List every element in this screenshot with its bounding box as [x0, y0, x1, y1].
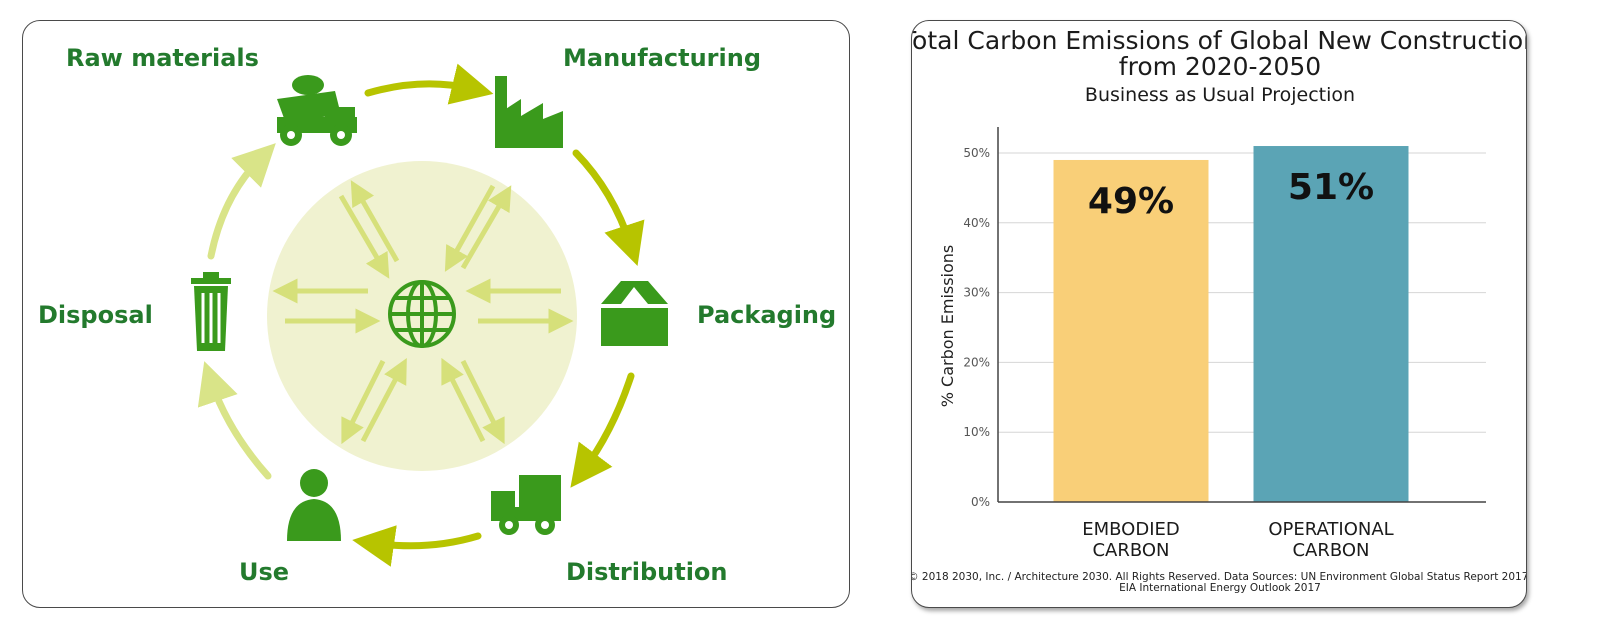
stage-label-disposal: Disposal	[38, 301, 153, 329]
y-tick-label: 10%	[963, 425, 990, 439]
carbon-emissions-chart: Total Carbon Emissions of Global New Con…	[911, 20, 1527, 608]
chart-canvas: Total Carbon Emissions of Global New Con…	[912, 26, 1527, 594]
trash-can-icon	[191, 272, 231, 351]
person-icon	[287, 469, 341, 541]
lifecycle-canvas: Raw materials Manufacturing Packaging Di…	[38, 44, 836, 586]
footnote-line1: © 2018 2030, Inc. / Architecture 2030. A…	[912, 571, 1527, 583]
delivery-truck-icon	[491, 475, 561, 535]
chart-title-line2: from 2020-2050	[1119, 52, 1321, 81]
arrow-use-to-disposal	[197, 361, 272, 480]
stage-label-packaging: Packaging	[697, 301, 836, 329]
factory-icon	[495, 76, 563, 148]
arrow-packaging-to-distribution	[570, 372, 635, 488]
footnote-line2: EIA International Energy Outlook 2017	[1119, 582, 1321, 594]
data-label-1: 51%	[1288, 167, 1374, 208]
data-labels: 49% 51%	[1088, 167, 1374, 222]
y-tick-label: 0%	[971, 495, 990, 509]
box-icon	[601, 281, 668, 346]
arrow-raw-to-manufacturing	[364, 63, 494, 105]
arrow-manufacturing-to-packaging	[572, 149, 645, 266]
arrow-disposal-to-raw	[207, 143, 276, 260]
arrow-distribution-to-use	[352, 525, 482, 567]
bars	[1053, 146, 1409, 503]
y-axis-label: % Carbon Emissions	[938, 245, 957, 408]
category-label-1-0: OPERATIONAL	[1268, 519, 1393, 540]
chart-subtitle: Business as Usual Projection	[1085, 84, 1355, 106]
bar-0	[1053, 159, 1209, 503]
dump-truck-icon	[277, 75, 357, 146]
data-label-0: 49%	[1088, 181, 1174, 222]
y-tick-label: 30%	[963, 286, 990, 300]
stage-label-use: Use	[239, 558, 289, 586]
lifecycle-diagram: Raw materials Manufacturing Packaging Di…	[22, 20, 850, 608]
cycle-arrows	[197, 63, 645, 567]
y-tick-label: 40%	[963, 216, 990, 230]
stage-label-distribution: Distribution	[566, 558, 728, 586]
bar-1	[1253, 146, 1409, 502]
chart-title-line1: Total Carbon Emissions of Global New Con…	[912, 26, 1527, 55]
y-tick-label: 20%	[963, 355, 990, 369]
globe-icon	[388, 280, 456, 348]
category-label-0-1: CARBON	[1092, 540, 1169, 561]
stage-label-raw-materials: Raw materials	[66, 44, 259, 72]
category-label-1-1: CARBON	[1292, 540, 1369, 561]
stage-label-manufacturing: Manufacturing	[563, 44, 761, 72]
category-label-0-0: EMBODIED	[1082, 519, 1180, 540]
inner-exchange-arrows	[272, 180, 574, 445]
y-tick-label: 50%	[963, 146, 990, 160]
y-tick-labels: 0% 10% 20% 30% 40% 50%	[963, 146, 990, 509]
